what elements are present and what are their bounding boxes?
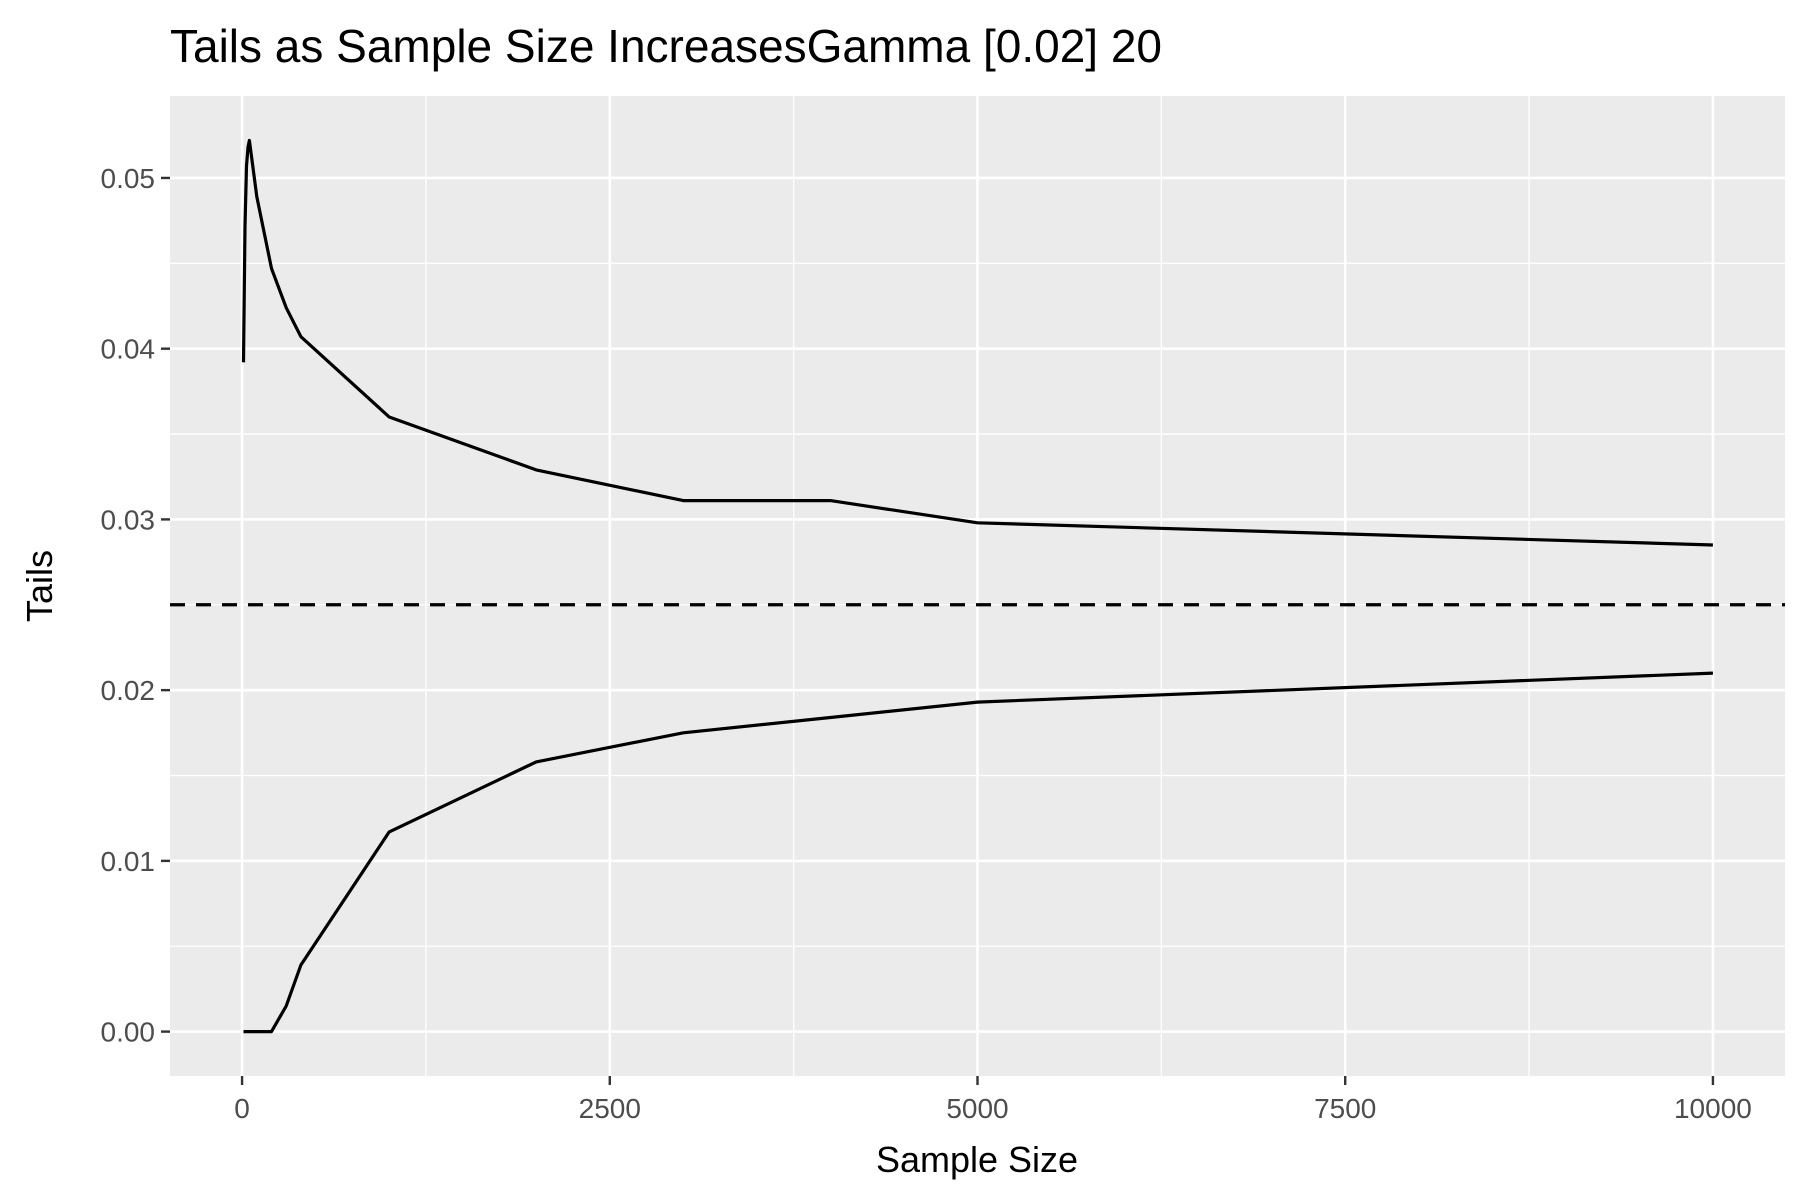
series-line-lower — [243, 671, 1713, 1034]
x-tick-label: 0 — [234, 1093, 250, 1124]
x-tick-label: 10000 — [1674, 1093, 1752, 1124]
x-axis-title: Sample Size — [876, 1139, 1078, 1180]
series-layer — [170, 138, 1785, 1034]
x-tick-label: 2500 — [579, 1093, 641, 1124]
x-axis: 0 2500 5000 7500 10000 — [234, 1076, 1752, 1124]
series-line-upper — [241, 138, 1713, 547]
y-tick-label: 0.03 — [101, 504, 156, 535]
x-tick-label: 5000 — [946, 1093, 1008, 1124]
y-tick-label: 0.02 — [101, 675, 156, 706]
y-tick-label: 0.05 — [101, 163, 156, 194]
x-tick-label: 7500 — [1314, 1093, 1376, 1124]
y-tick-label: 0.01 — [101, 846, 156, 877]
chart-title: Tails as Sample Size IncreasesGamma [0.0… — [170, 20, 1162, 72]
y-tick-label: 0.00 — [101, 1017, 156, 1048]
y-tick-label: 0.04 — [101, 334, 156, 365]
y-axis-title: Tails — [19, 550, 60, 622]
y-axis: 0.00 0.01 0.02 0.03 0.04 0.05 — [101, 163, 170, 1048]
